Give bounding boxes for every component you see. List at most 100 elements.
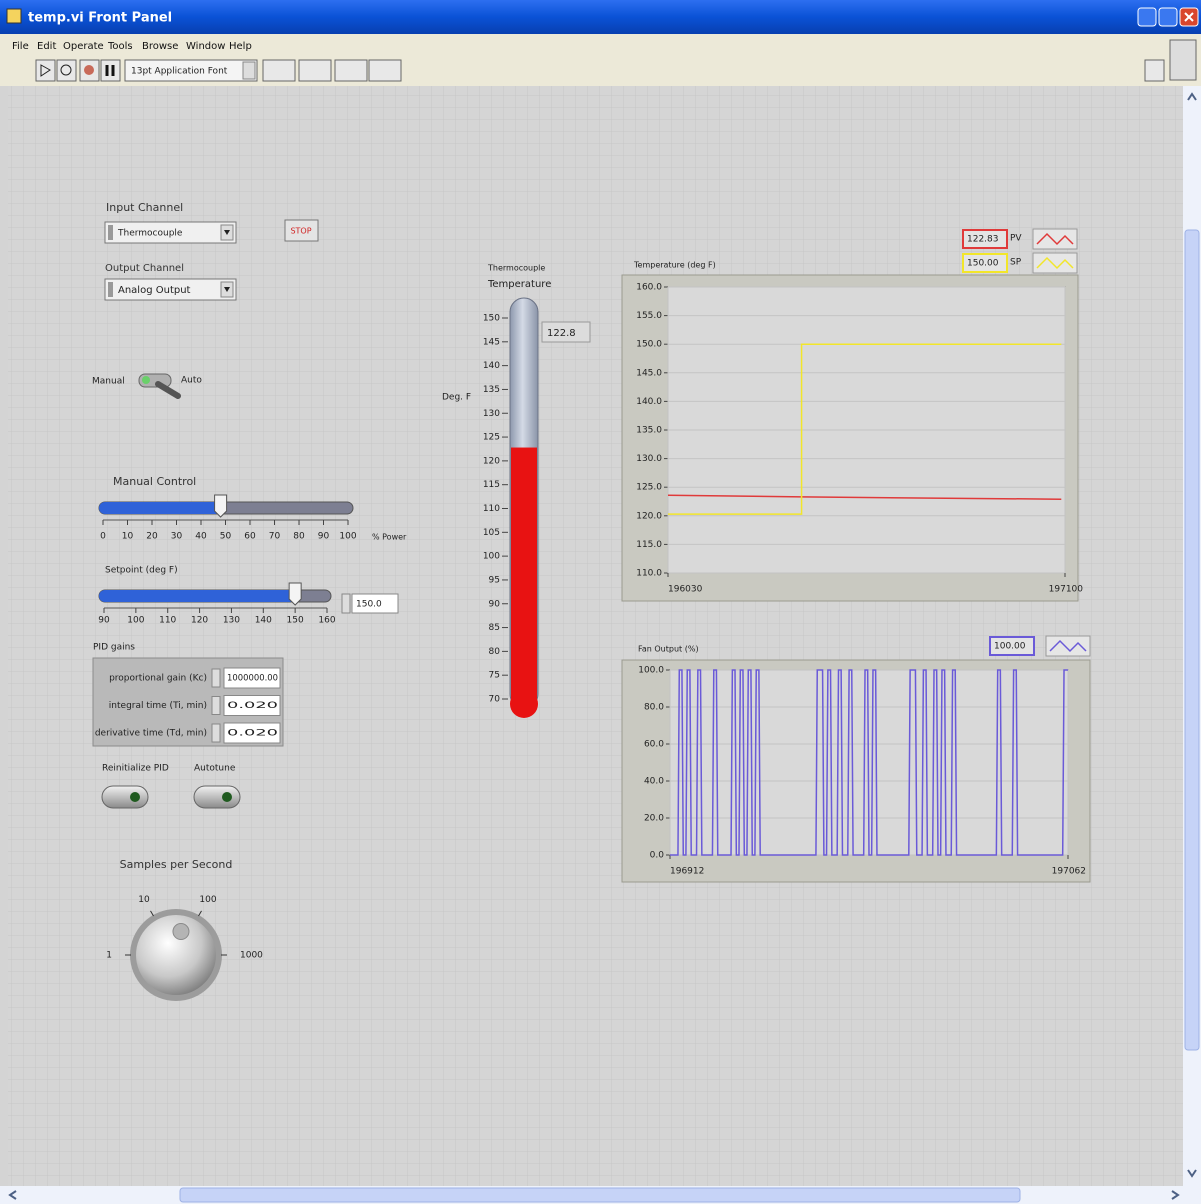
reinitialize-button[interactable] [102, 786, 148, 808]
distribute-button[interactable] [299, 60, 331, 81]
io-icon [108, 282, 113, 297]
thermometer-tick-label: 85 [489, 623, 500, 633]
thermometer-tick-label: 70 [489, 695, 501, 705]
minimize-button[interactable] [1138, 8, 1156, 26]
y-tick-label: 40.0 [644, 777, 664, 787]
help-button[interactable] [1145, 60, 1164, 81]
setpoint-label: Setpoint (deg F) [105, 566, 178, 576]
input-channel-label: Input Channel [106, 201, 183, 214]
thermometer-tick-label: 80 [489, 647, 501, 657]
slider-tick-label: 80 [293, 532, 305, 542]
menu-item[interactable]: Operate [63, 41, 104, 52]
slider-tick-label: 140 [255, 616, 272, 626]
slider-tick-label: 150 [287, 616, 304, 626]
slider-tick-label: 90 [98, 616, 110, 626]
pid-row-label: derivative time (Td, min) [95, 729, 207, 739]
x-tick-label: 196912 [670, 867, 704, 877]
thermometer-tick-label: 90 [489, 599, 501, 609]
y-tick-label: 0.0 [650, 851, 665, 861]
y-tick-label: 115.0 [636, 540, 662, 550]
vertical-scroll-thumb[interactable] [1185, 230, 1199, 1050]
slider-tick-label: 10 [122, 532, 134, 542]
vi-icon [1170, 40, 1196, 80]
slider-tick-label: 100 [339, 532, 356, 542]
menu-item[interactable]: Help [229, 41, 252, 52]
horizontal-scroll-thumb[interactable] [180, 1188, 1020, 1202]
x-tick-label: 197062 [1052, 867, 1086, 877]
menu-item[interactable]: Tools [107, 41, 133, 52]
button-light [130, 792, 140, 802]
slider-tick-label: 50 [220, 532, 232, 542]
run-button[interactable] [36, 60, 55, 81]
knob-tick-label: 1000 [240, 951, 263, 961]
menu-bar: File Edit OperateTools Browse Window Help [12, 41, 252, 52]
align-button[interactable] [263, 60, 295, 81]
menu-item[interactable]: Browse [142, 41, 178, 52]
y-tick-label: 80.0 [644, 703, 664, 713]
slider-fill [99, 590, 295, 602]
legend-display-value: 122.83 [967, 235, 999, 245]
slider-tick-label: 160 [318, 616, 335, 626]
title-bar [0, 0, 1201, 34]
thermometer-tick-label: 140 [483, 361, 500, 371]
knob-tick-label: 1 [106, 951, 112, 961]
abort-glyph [84, 65, 94, 75]
maximize-button[interactable] [1159, 8, 1177, 26]
autotune-label: Autotune [194, 764, 236, 774]
reorder-button[interactable] [369, 60, 401, 81]
font-dropdown-arrow [243, 62, 255, 79]
switch-on-label: Auto [181, 376, 202, 386]
autotune-button[interactable] [194, 786, 240, 808]
menu-item[interactable]: Window [186, 41, 225, 52]
slider-tick-label: 70 [269, 532, 281, 542]
thermometer-tick-label: 150 [483, 314, 500, 324]
chart-title: Temperature (deg F) [633, 261, 716, 270]
legend-name: SP [1010, 258, 1022, 268]
thermometer-tick-label: 95 [489, 575, 500, 585]
y-tick-label: 135.0 [636, 426, 662, 436]
app-icon [7, 9, 21, 23]
io-icon [108, 225, 113, 240]
thermometer-label-line: Thermocouple [487, 264, 545, 273]
pid-spinner[interactable] [212, 669, 220, 687]
labview-window: temp.vi Front Panel FileEditOperateTools… [0, 0, 1201, 1204]
thermometer-fill [511, 448, 537, 708]
manual-control-label: Manual Control [113, 475, 196, 488]
chart-title: Fan Output (%) [638, 645, 699, 654]
run-continuous-button[interactable] [57, 60, 76, 81]
pid-value: 1000000.00 [227, 674, 278, 684]
y-tick-label: 110.0 [636, 569, 662, 579]
y-tick-label: 100.0 [638, 666, 664, 676]
reinitialize-label: Reinitialize PID [102, 764, 169, 774]
setpoint-spinner[interactable] [342, 594, 350, 613]
pause-button[interactable] [101, 60, 120, 81]
legend-plot-icon [1033, 229, 1077, 249]
pid-spinner[interactable] [212, 724, 220, 742]
y-tick-label: 20.0 [644, 814, 664, 824]
knob-tick-label: 10 [138, 895, 150, 905]
thermometer-label-line: Temperature [487, 279, 551, 290]
samples-label: Samples per Second [120, 858, 233, 871]
thermometer-tick-label: 145 [483, 337, 500, 347]
thermometer-tick-label: 100 [483, 552, 500, 562]
pid-spinner[interactable] [212, 697, 220, 715]
menu-item[interactable]: Edit [37, 41, 56, 52]
y-tick-label: 150.0 [636, 340, 662, 350]
thermometer: 7075808590951001051101151201251301351401… [483, 298, 538, 718]
y-tick-label: 130.0 [636, 454, 662, 464]
menu-item[interactable]: File [12, 41, 29, 52]
knob-indicator [173, 924, 189, 940]
manual-control-unit: % Power [372, 533, 407, 542]
y-tick-label: 120.0 [636, 511, 662, 521]
output-channel-label: Output Channel [105, 263, 184, 274]
resize-button[interactable] [335, 60, 367, 81]
charts: Temperature (deg F) 110.0 115.0 120.0 125.0 1… [622, 229, 1090, 882]
thermometer-display-value: 122.8 [547, 328, 576, 339]
legend-display-value: 100.00 [994, 642, 1026, 652]
output-channel-value: Analog Output [118, 285, 191, 296]
legend-plot-icon [1046, 636, 1090, 656]
slider-tick-label: 60 [244, 532, 256, 542]
thermometer-tick-label: 135 [483, 385, 500, 395]
y-tick-label: 160.0 [636, 283, 662, 293]
y-tick-label: 125.0 [636, 483, 662, 493]
